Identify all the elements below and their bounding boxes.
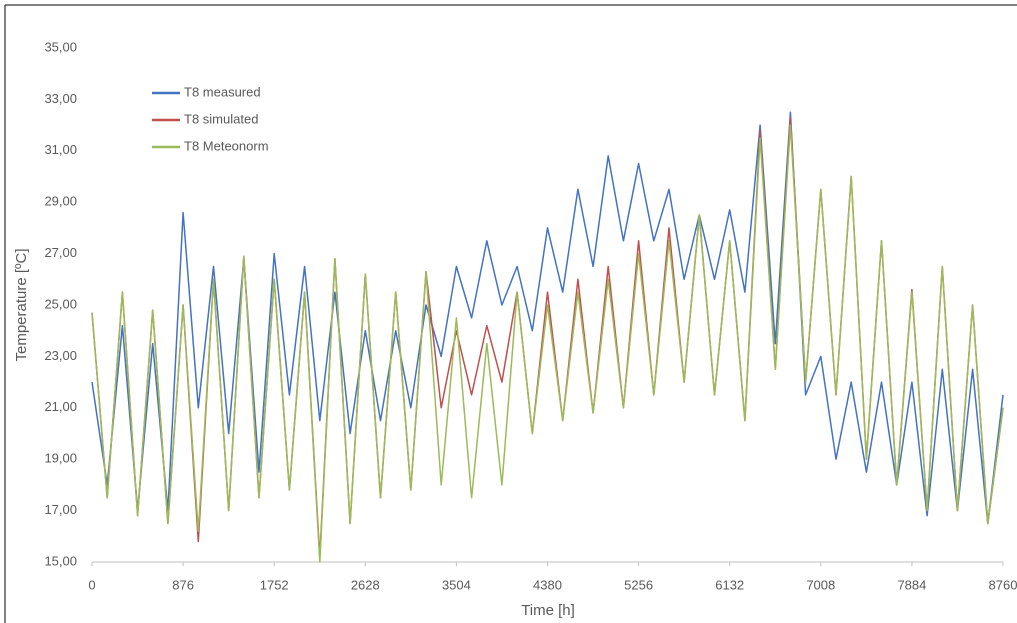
x-tick-label: 0 (88, 577, 95, 592)
y-tick-label: 33,00 (44, 91, 77, 106)
x-axis-title: Time [h] (521, 602, 575, 619)
y-tick-label: 29,00 (44, 194, 77, 209)
y-axis-title: Temperature [ºC] (13, 248, 30, 361)
x-tick-label: 3504 (442, 577, 471, 592)
x-tick-label: 2628 (351, 577, 380, 592)
x-tick-label: 8760 (989, 577, 1017, 592)
legend-label: T8 measured (184, 84, 261, 99)
x-tick-label: 7884 (897, 577, 926, 592)
legend-label: T8 Meteonorm (184, 138, 269, 153)
x-tick-label: 5256 (624, 577, 653, 592)
y-tick-label: 17,00 (44, 502, 77, 517)
legend-label: T8 simulated (184, 111, 258, 126)
y-tick-label: 21,00 (44, 399, 77, 414)
y-tick-label: 31,00 (44, 142, 77, 157)
y-tick-label: 19,00 (44, 451, 77, 466)
x-tick-label: 4380 (533, 577, 562, 592)
x-tick-label: 876 (172, 577, 194, 592)
series-line (91, 124, 1004, 563)
y-tick-label: 35,00 (44, 39, 77, 54)
series-line (91, 111, 1004, 525)
y-tick-label: 15,00 (44, 553, 77, 568)
x-tick-label: 6132 (715, 577, 744, 592)
y-tick-label: 25,00 (44, 296, 77, 311)
x-tick-label: 1752 (260, 577, 289, 592)
y-tick-label: 27,00 (44, 245, 77, 260)
x-tick-label: 7008 (806, 577, 835, 592)
series-line (91, 116, 1004, 558)
y-tick-label: 23,00 (44, 348, 77, 363)
